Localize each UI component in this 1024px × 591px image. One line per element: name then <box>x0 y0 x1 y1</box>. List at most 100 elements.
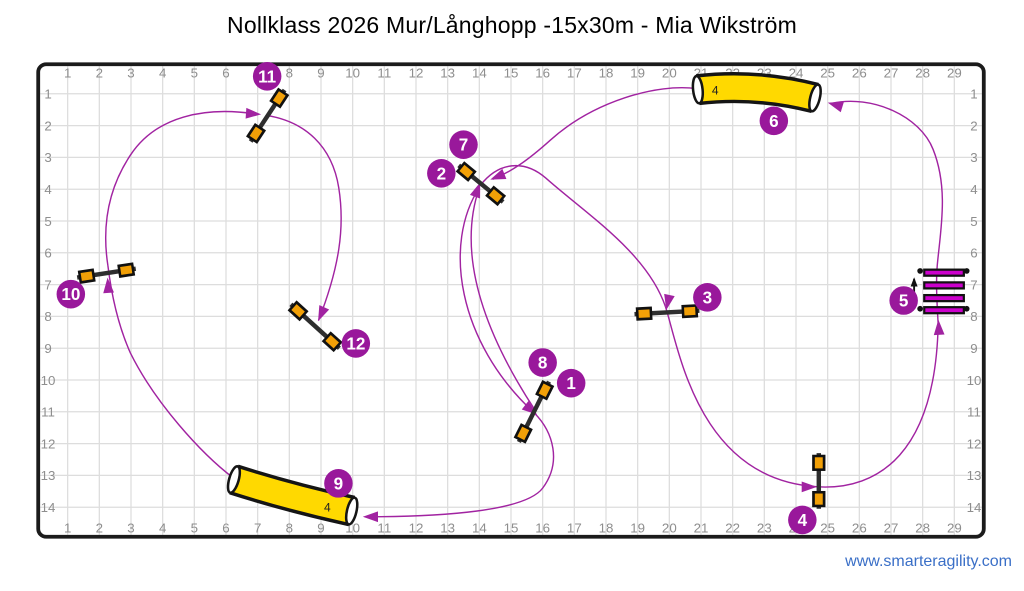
long-jump-5-corner-dot <box>963 305 970 312</box>
axis-label-right: 4 <box>970 182 978 197</box>
tunnel-6-length-label: 4 <box>712 83 719 97</box>
obstacle-number-5: 5 <box>899 291 909 311</box>
axis-label-top: 29 <box>947 65 962 80</box>
axis-label-bottom: 19 <box>630 520 645 535</box>
obstacle-number-1-disc <box>556 368 586 398</box>
axis-label-top: 8 <box>286 65 293 80</box>
jump-11-cap <box>249 126 263 141</box>
axis-label-left: 3 <box>44 150 51 165</box>
axis-label-left: 9 <box>44 341 51 356</box>
arrow-10 <box>103 277 114 294</box>
arrow-2 <box>469 182 481 199</box>
jump-3-cap <box>638 309 650 318</box>
axis-label-top: 18 <box>599 65 614 80</box>
axis-label-bottom: 26 <box>852 520 867 535</box>
obstacle-number-9-disc <box>324 469 353 498</box>
axis-label-top: 13 <box>440 65 455 80</box>
axis-label-bottom: 16 <box>535 520 550 535</box>
axis-label-top: 14 <box>472 65 487 80</box>
axis-label-top: 3 <box>127 65 134 80</box>
axis-label-left: 11 <box>41 405 55 420</box>
path-11-12 <box>266 114 342 321</box>
obstacle-number-8-disc <box>528 348 557 377</box>
footer-link[interactable]: www.smarteragility.com <box>845 553 1012 570</box>
axis-label-top: 20 <box>662 65 677 80</box>
tunnel-9-opening <box>344 496 359 526</box>
obstacle-number-5-disc <box>889 286 918 315</box>
obstacle-number-4-disc <box>788 505 817 535</box>
long-jump-5-corner-dot <box>917 305 923 312</box>
long-jump-5-bar <box>923 268 965 277</box>
tunnel-6-opening <box>808 83 822 113</box>
axis-label-bottom: 27 <box>884 520 899 535</box>
obstacle-number-10-disc <box>56 279 86 309</box>
axis-label-bottom: 5 <box>191 520 198 535</box>
axis-label-top: 6 <box>222 65 229 80</box>
axis-label-bottom: 7 <box>254 520 261 535</box>
axis-label-left: 4 <box>44 182 52 197</box>
arrow-9 <box>362 511 378 523</box>
axis-label-right: 8 <box>970 309 977 324</box>
arrow-6 <box>827 101 844 113</box>
axis-label-right: 7 <box>970 277 977 292</box>
long-jump-5-bar <box>923 306 965 315</box>
jump-2-7-cap <box>488 189 503 203</box>
axis-label-left: 2 <box>44 118 51 133</box>
axis-label-bottom: 15 <box>504 520 519 535</box>
obstacle-number-2: 2 <box>437 163 447 183</box>
axis-label-bottom: 3 <box>127 520 134 535</box>
axis-label-bottom: 20 <box>662 520 677 535</box>
axis-label-bottom: 22 <box>725 520 740 535</box>
path-3-4-5 <box>664 306 939 488</box>
obstacle-number-11: 11 <box>258 66 277 86</box>
axis-label-right: 6 <box>970 246 977 261</box>
axis-label-bottom: 1 <box>64 520 71 535</box>
tunnel-6-opening <box>691 74 705 105</box>
axis-label-right: 14 <box>967 500 982 515</box>
axis-label-top: 28 <box>915 65 930 80</box>
obstacle-number-1: 1 <box>566 373 576 393</box>
course-title: Nollklass 2026 Mur/Långhopp -15x30m - Mi… <box>227 12 797 38</box>
obstacle-number-12: 12 <box>346 333 365 353</box>
axis-label-top: 27 <box>884 65 899 80</box>
axis-label-bottom: 21 <box>694 520 709 535</box>
path-6-7 <box>492 87 698 181</box>
jump-1-8-cap <box>538 383 551 398</box>
axis-label-right: 1 <box>970 87 977 102</box>
axis-label-left: 10 <box>41 373 56 388</box>
path-7-8 <box>459 187 535 414</box>
obstacle-number-4: 4 <box>798 510 808 530</box>
axis-label-bottom: 2 <box>96 520 103 535</box>
obstacle-number-11-disc <box>252 62 282 91</box>
obstacle-number-6: 6 <box>769 111 779 131</box>
axis-label-bottom: 11 <box>377 520 391 535</box>
axis-label-top: 16 <box>535 65 550 80</box>
obstacle-number-8: 8 <box>538 353 548 373</box>
axis-label-top: 26 <box>852 65 867 80</box>
axis-label-top: 24 <box>789 65 804 80</box>
obstacle-number-12-disc <box>341 329 371 358</box>
obstacle-number-2-disc <box>427 158 456 188</box>
path-9-10 <box>107 265 234 479</box>
arrow-5 <box>933 319 945 336</box>
axis-label-right: 2 <box>970 118 977 133</box>
axis-label-bottom: 14 <box>472 520 487 535</box>
obstacle-number-7-disc <box>449 130 478 159</box>
axis-label-right: 9 <box>970 341 977 356</box>
axis-label-bottom: 9 <box>317 520 324 535</box>
long-jump-5-corner-dot <box>917 268 923 274</box>
axis-label-right: 10 <box>967 373 982 388</box>
jump-1-8-cap <box>517 426 530 441</box>
obstacle-number-7: 7 <box>459 135 469 155</box>
arrow-7 <box>490 168 507 180</box>
jump-3-cap <box>684 306 696 316</box>
axis-label-top: 10 <box>345 65 360 80</box>
axis-label-left: 12 <box>41 436 56 451</box>
axis-label-right: 12 <box>967 436 982 451</box>
arrow-4 <box>801 481 817 493</box>
axis-label-top: 17 <box>567 65 582 80</box>
long-jump-5-corner-dot <box>963 268 970 274</box>
axis-label-top: 15 <box>504 65 519 80</box>
axis-label-right: 11 <box>967 405 981 420</box>
obstacle-number-6-disc <box>759 106 789 136</box>
